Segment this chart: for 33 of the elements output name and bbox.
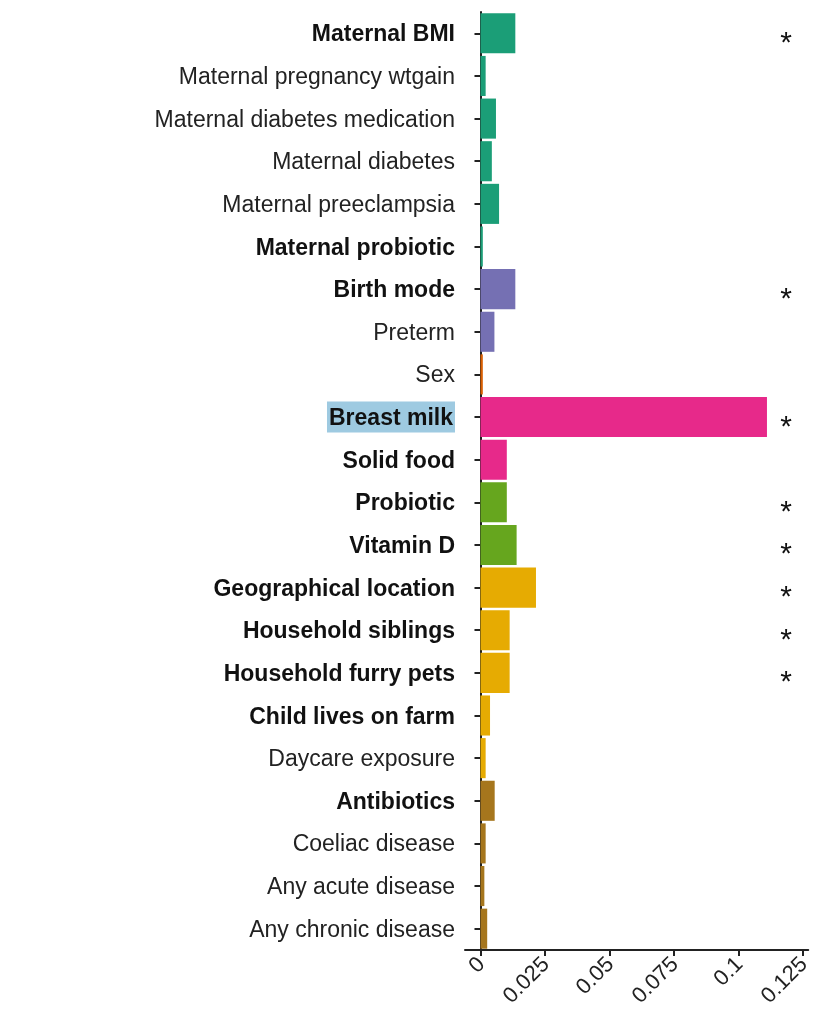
- y-tick-label: Maternal BMI: [311, 20, 455, 47]
- text: *: [780, 664, 792, 698]
- y-tick-label: Geographical location: [213, 574, 455, 601]
- y-tick-label: Solid food: [342, 446, 455, 473]
- y-tick-label: Maternal diabetes: [272, 148, 455, 175]
- data-label: *: [780, 621, 793, 655]
- data-label: *: [780, 280, 793, 314]
- data-label: *: [780, 493, 793, 527]
- y-tick-label: Maternal pregnancy wtgain: [178, 62, 455, 89]
- y-tick-label: Household furry pets: [223, 659, 455, 686]
- y-tick-label: Sex: [415, 361, 456, 388]
- y-tick-label: Birth mode: [333, 276, 455, 303]
- data-label: *: [780, 579, 793, 613]
- y-tick-label: Any acute disease: [267, 873, 455, 900]
- y-tick-label: Preterm: [373, 318, 455, 345]
- x-tick-label: 0.1: [708, 951, 748, 991]
- y-tick-label: Maternal diabetes medication: [154, 105, 455, 132]
- y-tick-label: Household siblings: [242, 617, 455, 644]
- data-label: *: [780, 408, 793, 442]
- x-tick-label: 0.05: [570, 951, 619, 1000]
- y-tick-label: Daycare exposure: [268, 745, 455, 772]
- y-tick-label: Breast milk: [328, 404, 454, 431]
- data-label: *: [780, 536, 793, 570]
- y-tick-label: Any chronic disease: [249, 915, 455, 942]
- y-tick-label: Antibiotics: [336, 787, 455, 814]
- y-tick-label: Coeliac disease: [292, 830, 455, 857]
- y-tick-label: Vitamin D: [349, 531, 455, 558]
- y-tick-label: Child lives on farm: [249, 702, 455, 729]
- y-tick-label: Maternal preeclampsia: [222, 190, 456, 217]
- x-tick-label: 0: [463, 951, 490, 978]
- y-tick-label: Maternal probiotic: [255, 233, 456, 260]
- y-tick-label: Probiotic: [355, 489, 456, 516]
- data-label: *: [780, 24, 793, 58]
